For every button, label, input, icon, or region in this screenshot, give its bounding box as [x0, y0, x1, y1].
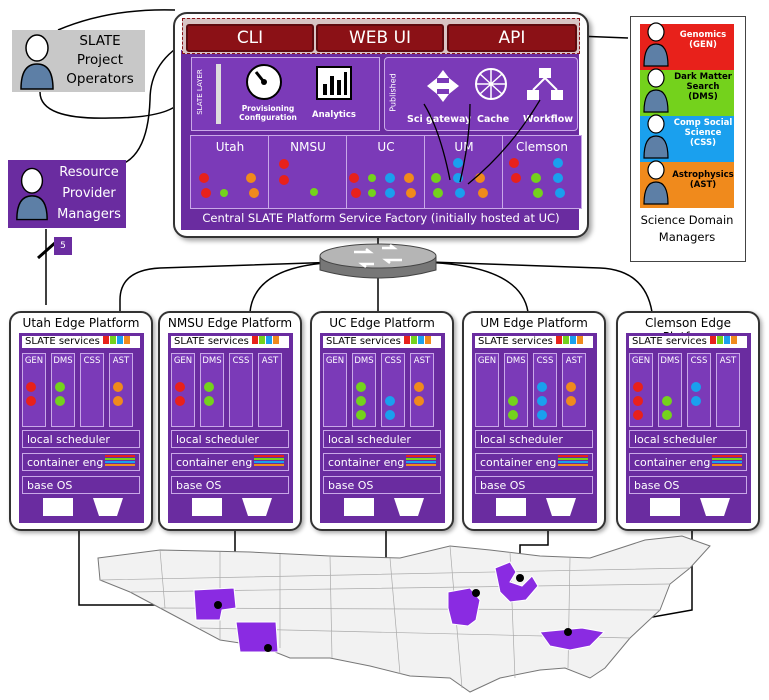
rpm-badge: 5 — [54, 237, 72, 255]
sci-gateway-label: Sci gateway — [407, 114, 472, 125]
workflow-label: Workflow — [523, 114, 574, 125]
edge-title-uc: UC Edge Platform — [329, 316, 435, 330]
webui-button[interactable]: WEB UI — [316, 24, 444, 52]
cache-label: Cache — [477, 114, 510, 125]
domain-dms-label: Dark Matter Search (DMS) — [674, 72, 732, 102]
edge-platform-clemson: Clemson Edge Platform SLATE services GEN… — [616, 311, 760, 531]
published-box: Published Sci gateway Cache Workflow — [384, 57, 578, 131]
domain-managers-caption: Science Domain Managers — [640, 213, 734, 244]
edge-title-um: UM Edge Platform — [480, 316, 588, 330]
us-map — [97, 535, 711, 693]
operators-label: SLATE Project Operators — [66, 33, 134, 87]
edge-platform-nmsu: NMSU Edge Platform SLATE services GEN DM… — [158, 311, 302, 531]
edge-title-utah: Utah Edge Platform — [22, 316, 140, 330]
sci-gateway-icon — [427, 70, 459, 102]
domain-css-label: Comp Social Science (CSS) — [673, 118, 733, 148]
factory-site-nmsu: NMSU — [268, 135, 348, 209]
edge-platform-um: UM Edge Platform SLATE services GEN DMS … — [462, 311, 606, 531]
cache-globe-icon — [475, 68, 507, 100]
operator-person-icon — [20, 34, 54, 90]
factory-caption: Central SLATE Platform Service Factory (… — [202, 211, 560, 225]
router-icon — [319, 243, 437, 279]
workflow-icon — [527, 68, 563, 100]
analytics-label: Analytics — [312, 110, 356, 120]
rpm-box: Resource Provider Managers — [8, 160, 126, 228]
edge-platform-uc: UC Edge Platform SLATE services GEN DMS … — [310, 311, 454, 531]
edge-platform-utah: Utah Edge Platform SLATE services GEN DM… — [9, 311, 153, 531]
operators-box: SLATE Project Operators — [12, 30, 145, 92]
domain-gen-label: Genomics (GEN) — [679, 30, 727, 50]
slate-layer-box: SLATE LAYER Provisioning Configuration A… — [191, 57, 380, 131]
factory-site-clemson: Clemson — [502, 135, 582, 209]
slate-layer-bar — [216, 64, 221, 124]
analytics-chart-icon — [316, 66, 352, 100]
provisioning-gauge-icon — [246, 64, 282, 100]
edge-title-nmsu: NMSU Edge Platform — [167, 316, 293, 330]
factory-site-um: UM — [424, 135, 504, 209]
domain-person-icons — [643, 22, 669, 205]
domain-ast-label: Astrophysics (AST) — [672, 170, 734, 190]
rpm-label: Resource Provider Managers — [57, 165, 121, 222]
api-button[interactable]: API — [447, 24, 577, 52]
provisioning-label: Provisioning Configuration — [239, 104, 297, 122]
cli-button[interactable]: CLI — [186, 24, 314, 52]
rpm-person-icon — [16, 167, 48, 221]
